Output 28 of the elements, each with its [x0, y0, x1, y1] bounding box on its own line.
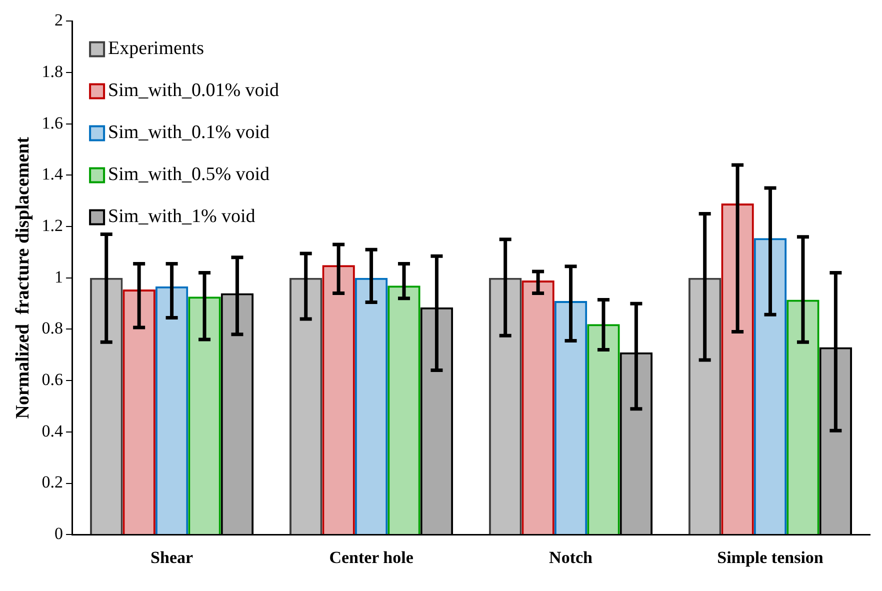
- y-tick-label: 0.4: [42, 421, 64, 440]
- x-tick-label: Center hole: [329, 548, 414, 568]
- bar: [122, 289, 156, 534]
- legend-label: Sim_with_1% void: [108, 206, 256, 228]
- y-axis-title: Normalized fracture displacement: [12, 136, 34, 419]
- bar: [587, 324, 620, 534]
- bar: [522, 280, 554, 534]
- y-tick-label: 1.4: [42, 164, 64, 184]
- legend-label: Sim_with_0.5% void: [108, 164, 270, 186]
- legend-label: Sim_with_0.1% void: [108, 122, 270, 144]
- y-tick-label: 0: [54, 524, 64, 544]
- bar: [388, 286, 420, 534]
- x-tick-label: Notch: [549, 548, 594, 568]
- x-tick-label: Shear: [150, 548, 194, 568]
- y-tick-label: 1: [54, 267, 64, 286]
- bar: [155, 286, 188, 534]
- y-tick-label: 0.6: [42, 370, 64, 390]
- x-tick-label: Simple tension: [717, 548, 824, 568]
- bar: [322, 265, 355, 534]
- legend-label: Sim_with_0.01% void: [108, 80, 280, 102]
- y-tick-label: 1.2: [42, 216, 64, 236]
- y-tick-label: 0.2: [42, 472, 64, 492]
- y-tick-label: 1.8: [42, 62, 64, 82]
- bar: [354, 278, 388, 534]
- y-tick-label: 0.8: [42, 318, 64, 338]
- legend-label: Experiments: [108, 38, 204, 60]
- y-tick-label: 2: [54, 10, 64, 30]
- y-tick-label: 1.6: [42, 113, 64, 132]
